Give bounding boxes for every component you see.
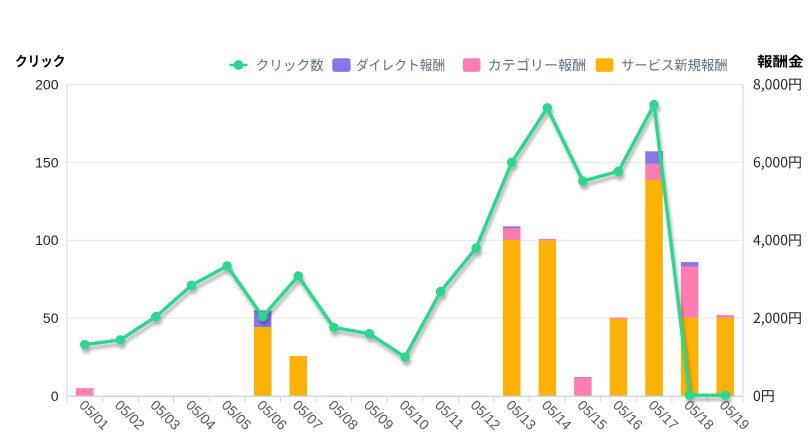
svg-text:0: 0 <box>51 388 59 404</box>
svg-text:100: 100 <box>35 232 59 248</box>
svg-text:200: 200 <box>35 76 59 92</box>
svg-text:50: 50 <box>43 310 59 326</box>
svg-text:150: 150 <box>35 154 59 170</box>
